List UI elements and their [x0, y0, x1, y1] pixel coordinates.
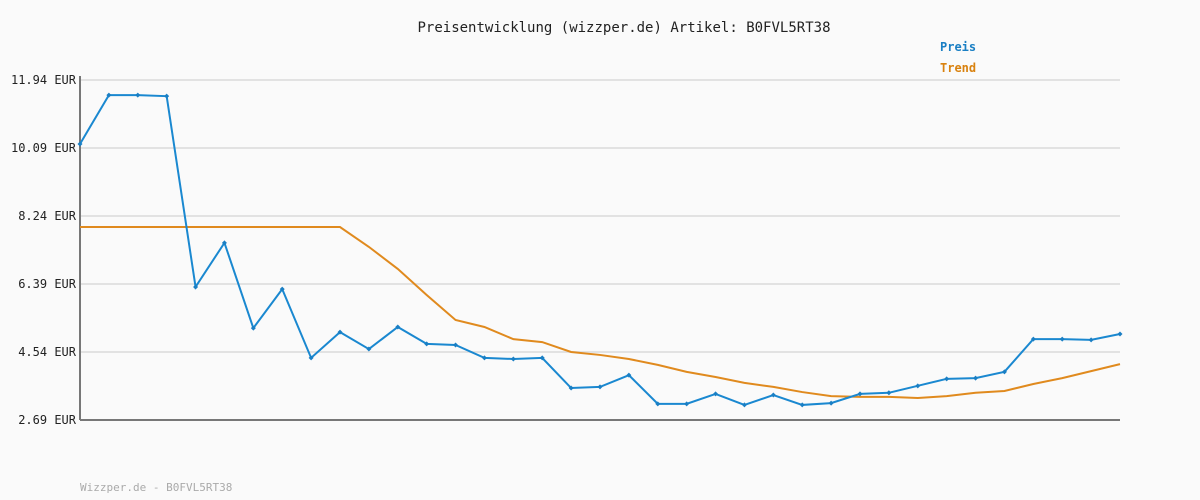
data-point [944, 376, 950, 382]
data-point [770, 392, 776, 398]
y-tick-label: 4.54 EUR [18, 345, 77, 359]
data-point [915, 383, 921, 389]
data-point [539, 355, 545, 361]
y-tick-label: 10.09 EUR [11, 141, 77, 155]
data-point [279, 286, 285, 292]
data-point [1059, 336, 1065, 342]
data-point [973, 375, 979, 381]
data-point [510, 356, 516, 362]
data-point [857, 391, 863, 397]
data-point [337, 329, 343, 335]
data-point [366, 346, 372, 352]
data-point [799, 402, 805, 408]
data-point [626, 372, 632, 378]
y-tick-label: 6.39 EUR [18, 277, 77, 291]
legend-preis: Preis [940, 40, 977, 54]
data-point [655, 401, 661, 407]
data-point [1001, 369, 1007, 375]
data-point [106, 92, 112, 98]
chart-title: Preisentwicklung (wizzper.de) Artikel: B… [417, 20, 831, 36]
data-point [135, 92, 141, 98]
series-line-preis [79, 94, 1121, 406]
data-point [597, 384, 603, 390]
data-point [308, 355, 314, 361]
data-point [481, 355, 487, 361]
legend-trend: Trend [940, 61, 977, 75]
data-point [828, 400, 834, 406]
footer-text: Wizzper.de - B0FVL5RT38 [80, 481, 233, 494]
data-point [453, 342, 459, 348]
y-tick-label: 11.94 EUR [11, 73, 77, 87]
data-point [1030, 336, 1036, 342]
data-point [568, 385, 574, 391]
data-point [395, 324, 401, 330]
data-point [1117, 331, 1123, 337]
data-point [221, 240, 227, 246]
data-point [250, 325, 256, 331]
data-point [684, 401, 690, 407]
data-point [193, 284, 199, 290]
y-tick-label: 8.24 EUR [18, 209, 77, 223]
data-point [1088, 337, 1094, 343]
data-point [164, 93, 170, 99]
data-point [77, 141, 83, 147]
y-tick-label: 2.69 EUR [18, 413, 77, 427]
data-point [713, 391, 719, 397]
data-point [886, 390, 892, 396]
series-line-trend [80, 226, 1121, 399]
data-point [424, 341, 430, 347]
data-point [741, 402, 747, 408]
